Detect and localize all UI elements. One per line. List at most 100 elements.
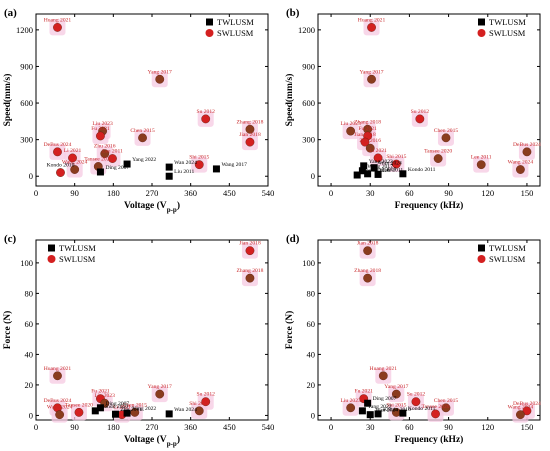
x-tick-label: 450 xyxy=(223,188,236,198)
point-label: Li 2021 xyxy=(64,148,82,154)
point-label: Shi 2015 xyxy=(189,401,209,407)
point-label: Kondo 2011 xyxy=(408,167,436,173)
point-label: Su 2012 xyxy=(196,392,215,398)
legend-twlusm-marker xyxy=(478,18,485,26)
swlusm-point xyxy=(201,114,211,124)
swlusm-point xyxy=(365,143,375,153)
twlusm-point xyxy=(96,168,104,176)
point-label: DeBus 2024 xyxy=(513,401,541,407)
point-label: Kondo 2011 xyxy=(408,406,436,412)
twlusm-point xyxy=(374,170,382,178)
x-tick-label: 270 xyxy=(146,422,159,432)
point-label: Su 2012 xyxy=(407,392,426,398)
point-label: Zhu 2016 xyxy=(359,138,381,144)
panel-tag: (d) xyxy=(286,233,300,245)
point-label: Tansee 2020 xyxy=(84,156,112,162)
swlusm-point xyxy=(194,160,204,170)
swlusm-point xyxy=(130,407,140,417)
y-tick-label: 900 xyxy=(20,61,33,71)
point-label: Wang 2024 xyxy=(508,405,534,411)
point-label: Jian 2018 xyxy=(239,132,261,138)
swlusm-point xyxy=(476,160,486,170)
x-axis-label: Voltage (Vp-p) xyxy=(124,434,180,448)
x-axis-label: Frequency (kHz) xyxy=(395,200,464,211)
x-tick-label: 270 xyxy=(146,188,159,198)
point-label: Zhang 2018 xyxy=(237,268,264,274)
legend-twlusm-marker xyxy=(478,244,485,252)
swlusm-point xyxy=(53,23,62,32)
x-tick-label: 120 xyxy=(481,422,494,432)
point-label: Lee 2011 xyxy=(102,149,123,155)
legend-swlusm-label: SWLUSM xyxy=(489,28,526,38)
twlusm-point xyxy=(91,407,99,415)
legend-twlusm-label: TWLUSM xyxy=(59,243,96,253)
y-tick-label: 0 xyxy=(29,171,33,181)
point-label: Zhang 2018 xyxy=(354,268,381,274)
x-tick-label: 0 xyxy=(329,188,333,198)
swlusm-point xyxy=(433,154,443,163)
x-axis-label-subscript: p-p xyxy=(167,206,177,214)
point-label: Tansee 2020 xyxy=(65,402,93,408)
y-tick-label: 80 xyxy=(307,288,316,298)
point-label: Ding 2007 xyxy=(373,167,397,173)
point-label: Jian 2018 xyxy=(357,241,379,247)
point-label: Shi 2015 xyxy=(386,402,406,408)
twlusm-point xyxy=(123,160,131,168)
point-label: DeBus 2024 xyxy=(44,398,72,404)
y-tick-label: 100 xyxy=(302,258,315,268)
swlusm-point xyxy=(245,246,255,256)
x-tick-label: 90 xyxy=(70,188,79,198)
twlusm-point xyxy=(353,171,361,179)
point-label: Wan 2024 xyxy=(379,161,402,167)
y-axis-label: Speed(mm/s) xyxy=(2,74,13,127)
twlusm-point xyxy=(165,410,173,418)
point-label: Jian 2018 xyxy=(239,241,261,247)
point-label: Yang 2022 xyxy=(369,159,393,165)
y-tick-label: 300 xyxy=(20,135,33,145)
twlusm-point xyxy=(364,399,372,407)
point-label: Tansee 2020 xyxy=(422,404,450,410)
y-tick-label: 40 xyxy=(307,349,316,359)
swlusm-point xyxy=(516,410,525,420)
swlusm-point xyxy=(155,389,165,399)
point-label: Ding 2007 xyxy=(373,396,397,402)
point-label: Yang 2017 xyxy=(148,69,172,75)
swlusm-point xyxy=(522,406,532,416)
y-tick-label: 900 xyxy=(302,61,315,71)
twlusm-point xyxy=(358,407,366,415)
swlusm-point xyxy=(441,133,451,143)
x-tick-label: 450 xyxy=(223,422,236,432)
y-axis-label: Force (N) xyxy=(284,311,295,350)
x-tick-label: 150 xyxy=(521,188,534,198)
point-label: Kondo 2010 xyxy=(100,404,128,410)
point-label: Wan 2024 xyxy=(375,408,398,414)
y-tick-label: 100 xyxy=(20,258,33,268)
y-axis-label: Speed(mm/s) xyxy=(284,74,295,127)
y-tick-label: 300 xyxy=(302,135,315,145)
swlusm-point xyxy=(516,165,525,174)
point-label: Yang 2022 xyxy=(367,404,391,410)
point-label: Zhu 2016 xyxy=(94,144,116,150)
x-tick-label: 360 xyxy=(184,188,197,198)
y-tick-label: 60 xyxy=(307,319,316,329)
point-label: Fu 2021 xyxy=(91,126,110,132)
point-label: Li 2021 xyxy=(369,148,387,154)
point-label: Huang 2021 xyxy=(358,17,386,23)
point-label: Kondo 2010 xyxy=(383,407,411,413)
x-tick-label: 540 xyxy=(262,188,275,198)
x-tick-label: 90 xyxy=(70,422,79,432)
twlusm-point xyxy=(165,172,173,180)
x-tick-label: 0 xyxy=(34,422,38,432)
point-label: Jian 2018 xyxy=(354,132,376,138)
panel-tag: (c) xyxy=(4,233,17,245)
panel-b: 0 30 60 90 120 150 0 300 600 900 1200 Frequency (kH… xyxy=(284,7,541,211)
panel-a: 0 90 180 270 360 450 540 0 300 600 900 1200 Voltage … xyxy=(2,7,274,214)
y-tick-label: 0 xyxy=(29,410,33,420)
point-label: Wang 2017 xyxy=(221,162,247,168)
swlusm-point xyxy=(378,371,388,381)
y-tick-label: 1200 xyxy=(16,25,33,35)
legend-swlusm-label: SWLUSM xyxy=(489,254,526,264)
x-tick-label: 0 xyxy=(329,422,333,432)
